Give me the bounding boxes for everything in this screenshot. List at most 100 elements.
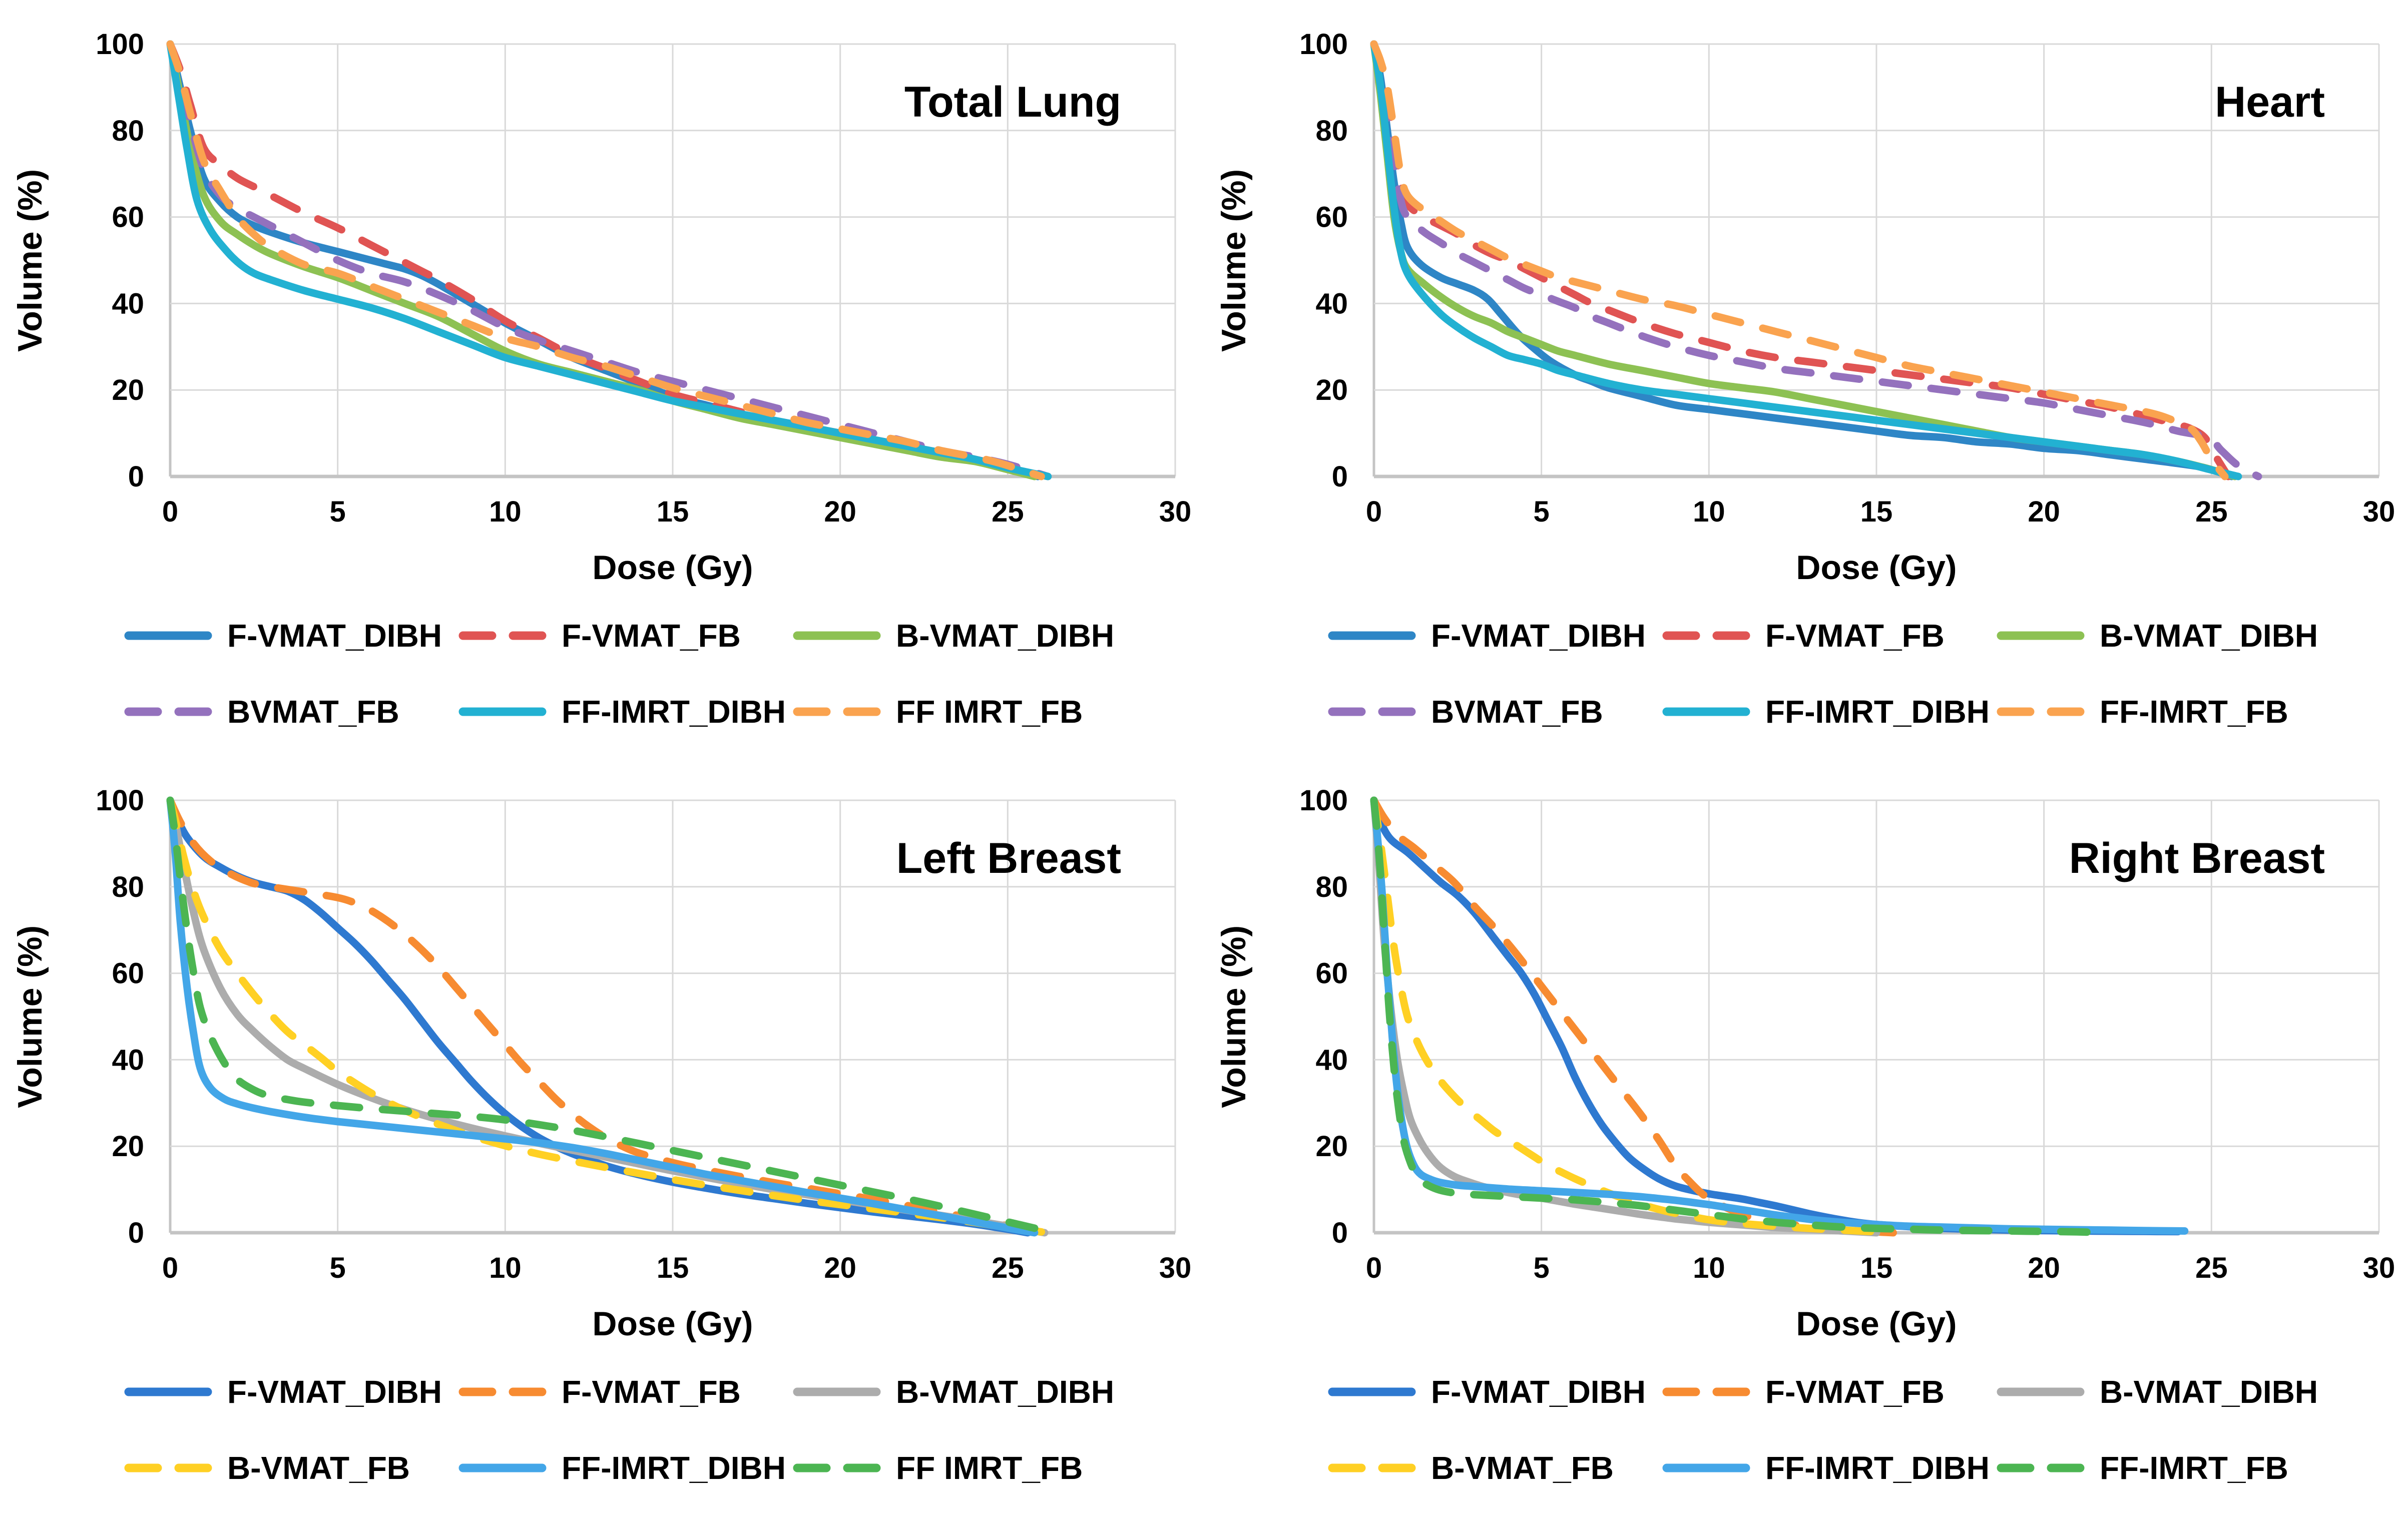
series-line-ff-imrt-fb xyxy=(1370,40,2229,480)
series-lines xyxy=(166,40,1052,480)
gridlines xyxy=(1372,43,2380,478)
y-tick-label: 20 xyxy=(112,1130,144,1163)
legend-item-f-vmat-dibh: F-VMAT_DIBH xyxy=(1328,1373,1662,1410)
x-axis-label: Dose (Gy) xyxy=(1796,1305,1957,1343)
x-tick-label: 5 xyxy=(1534,495,1550,528)
legend-label: B-VMAT_DIBH xyxy=(896,1374,1115,1410)
series-line-ff-imrt-dibh xyxy=(166,796,1039,1237)
x-tick-label: 15 xyxy=(657,495,689,528)
x-tick-label: 0 xyxy=(162,1252,178,1284)
legend-label: FF-IMRT_DIBH xyxy=(1765,694,1990,730)
legend-label: B-VMAT_FB xyxy=(227,1450,410,1486)
dvh-plot-right-breast: 0 20 40 60 80 100 0 5 10 15 20 25 30 xyxy=(1299,784,2395,1284)
x-tick-label: 30 xyxy=(2363,1252,2395,1284)
legend-item-f-vmat-dibh: F-VMAT_DIBH xyxy=(1328,617,1662,654)
b-vmat-dibh-line-sample-icon xyxy=(1997,631,2085,640)
x-tick-label: 15 xyxy=(1860,1252,1893,1284)
y-tick-label: 80 xyxy=(112,115,144,147)
bvmat-fb-line-sample-icon xyxy=(124,707,212,716)
y-tick-label: 40 xyxy=(112,287,144,320)
x-tick-label: 10 xyxy=(489,495,522,528)
series-line-f-vmat-fb xyxy=(166,796,1055,1237)
x-tick-label: 10 xyxy=(1693,495,1725,528)
legend-item-b-vmat-fb: B-VMAT_FB xyxy=(124,1449,458,1486)
ff-imrt-dibh-line-sample-icon xyxy=(1662,707,1750,716)
legend-item-ff-imrt-dibh: FF-IMRT_DIBH xyxy=(458,693,793,730)
y-tick-label: 60 xyxy=(112,957,144,990)
legend-item-b-vmat-fb: B-VMAT_FB xyxy=(1328,1449,1662,1486)
y-tick-label: 0 xyxy=(1332,460,1348,493)
series-line-b-vmat-dibh xyxy=(1370,796,1880,1237)
legend-label: FF-IMRT_DIBH xyxy=(562,694,786,730)
legend-item-f-vmat-fb: F-VMAT_FB xyxy=(1662,617,1997,654)
legend-label: F-VMAT_DIBH xyxy=(1431,1374,1646,1410)
series-line-f-vmat-dibh xyxy=(1370,40,2235,480)
y-tick-label: 100 xyxy=(96,784,144,817)
f-vmat-fb-line-sample-icon xyxy=(1662,1387,1750,1396)
chart-title: Heart xyxy=(2215,78,2325,126)
y-tick-label: 80 xyxy=(1315,115,1348,147)
legend-item-ff-imrt-fb: FF IMRT_FB xyxy=(793,693,1123,730)
x-tick-label: 0 xyxy=(1366,1252,1382,1284)
legend-item-ff-imrt-fb: FF IMRT_FB xyxy=(793,1449,1123,1486)
y-axis-label: Volume (%) xyxy=(11,169,49,352)
x-tick-label: 10 xyxy=(1693,1252,1725,1284)
y-tick-label: 40 xyxy=(112,1044,144,1076)
x-tick-label: 15 xyxy=(657,1252,689,1284)
x-tick-label: 5 xyxy=(1534,1252,1550,1284)
y-tick-label: 40 xyxy=(1315,1044,1348,1076)
legend-left-breast: F-VMAT_DIBH F-VMAT_FB B-VMAT_DIBH B-VMAT_FB… xyxy=(124,1373,1204,1486)
f-vmat-fb-line-sample-icon xyxy=(458,1387,547,1396)
legend-label: FF IMRT_FB xyxy=(896,694,1083,730)
x-axis-label: Dose (Gy) xyxy=(592,1305,753,1343)
ff-imrt-fb-line-sample-icon xyxy=(793,1463,881,1472)
ff-imrt-fb-line-sample-icon xyxy=(1997,707,2085,716)
chart-area-left-breast: 0 20 40 60 80 100 0 5 10 15 20 25 30 Left Breast Vol… xyxy=(0,756,1204,1299)
legend-label: FF IMRT_FB xyxy=(896,1450,1083,1486)
x-tick-label: 25 xyxy=(992,495,1024,528)
legend-item-f-vmat-fb: F-VMAT_FB xyxy=(458,617,793,654)
legend-item-ff-imrt-dibh: FF-IMRT_DIBH xyxy=(1662,693,1997,730)
b-vmat-fb-line-sample-icon xyxy=(1328,1463,1416,1472)
legend-label: F-VMAT_DIBH xyxy=(227,618,442,654)
b-vmat-fb-line-sample-icon xyxy=(124,1463,212,1472)
series-line-b-vmat-fb xyxy=(1370,796,1897,1237)
ff-imrt-fb-line-sample-icon xyxy=(793,707,881,716)
series-line-f-vmat-fb xyxy=(1370,796,1897,1237)
series-line-ff-imrt-fb xyxy=(1370,796,2108,1237)
gridlines xyxy=(1372,799,2380,1235)
series-lines xyxy=(1370,796,2189,1237)
series-line-ff-imrt-dibh xyxy=(1370,40,2242,480)
tick-labels: 0 20 40 60 80 100 0 5 10 15 20 25 30 xyxy=(96,784,1191,1284)
x-tick-label: 0 xyxy=(162,495,178,528)
x-tick-label: 30 xyxy=(2363,495,2395,528)
ff-imrt-dibh-line-sample-icon xyxy=(1662,1463,1750,1472)
legend-item-bvmat-fb: BVMAT_FB xyxy=(124,693,458,730)
x-tick-label: 30 xyxy=(1159,1252,1192,1284)
tick-labels: 0 20 40 60 80 100 0 5 10 15 20 25 30 xyxy=(96,28,1191,528)
legend-item-ff-imrt-dibh: FF-IMRT_DIBH xyxy=(1662,1449,1997,1486)
legend-label: F-VMAT_FB xyxy=(562,1374,741,1410)
chart-area-heart: 0 20 40 60 80 100 0 5 10 15 20 25 30 Heart Volume (%… xyxy=(1204,0,2407,543)
legend-label: B-VMAT_DIBH xyxy=(2100,618,2318,654)
y-tick-label: 60 xyxy=(112,201,144,234)
series-lines xyxy=(1370,40,2262,480)
dvh-plot-total-lung: 0 20 40 60 80 100 0 5 10 15 20 25 30 xyxy=(96,28,1191,528)
x-tick-label: 20 xyxy=(2028,1252,2060,1284)
x-tick-label: 20 xyxy=(824,495,856,528)
chart-title: Right Breast xyxy=(2069,834,2325,882)
bvmat-fb-line-sample-icon xyxy=(1328,707,1416,716)
tick-labels: 0 20 40 60 80 100 0 5 10 15 20 25 30 xyxy=(1299,784,2395,1284)
series-line-bvmat-fb xyxy=(1370,40,2262,480)
legend-right-breast: F-VMAT_DIBH F-VMAT_FB B-VMAT_DIBH B-VMAT_FB… xyxy=(1328,1373,2408,1486)
legend-label: FF-IMRT_FB xyxy=(2100,1450,2288,1486)
series-line-f-vmat-dibh xyxy=(1370,796,2182,1236)
series-line-ff-imrt-fb xyxy=(166,796,1059,1237)
legend-heart: F-VMAT_DIBH F-VMAT_FB B-VMAT_DIBH BVMAT_FB F… xyxy=(1328,617,2408,730)
legend-label: B-VMAT_DIBH xyxy=(896,618,1115,654)
legend-label: F-VMAT_FB xyxy=(1765,1374,1945,1410)
legend-label: BVMAT_FB xyxy=(227,694,399,730)
legend-label: FF-IMRT_DIBH xyxy=(1765,1450,1990,1486)
x-tick-label: 10 xyxy=(489,1252,522,1284)
